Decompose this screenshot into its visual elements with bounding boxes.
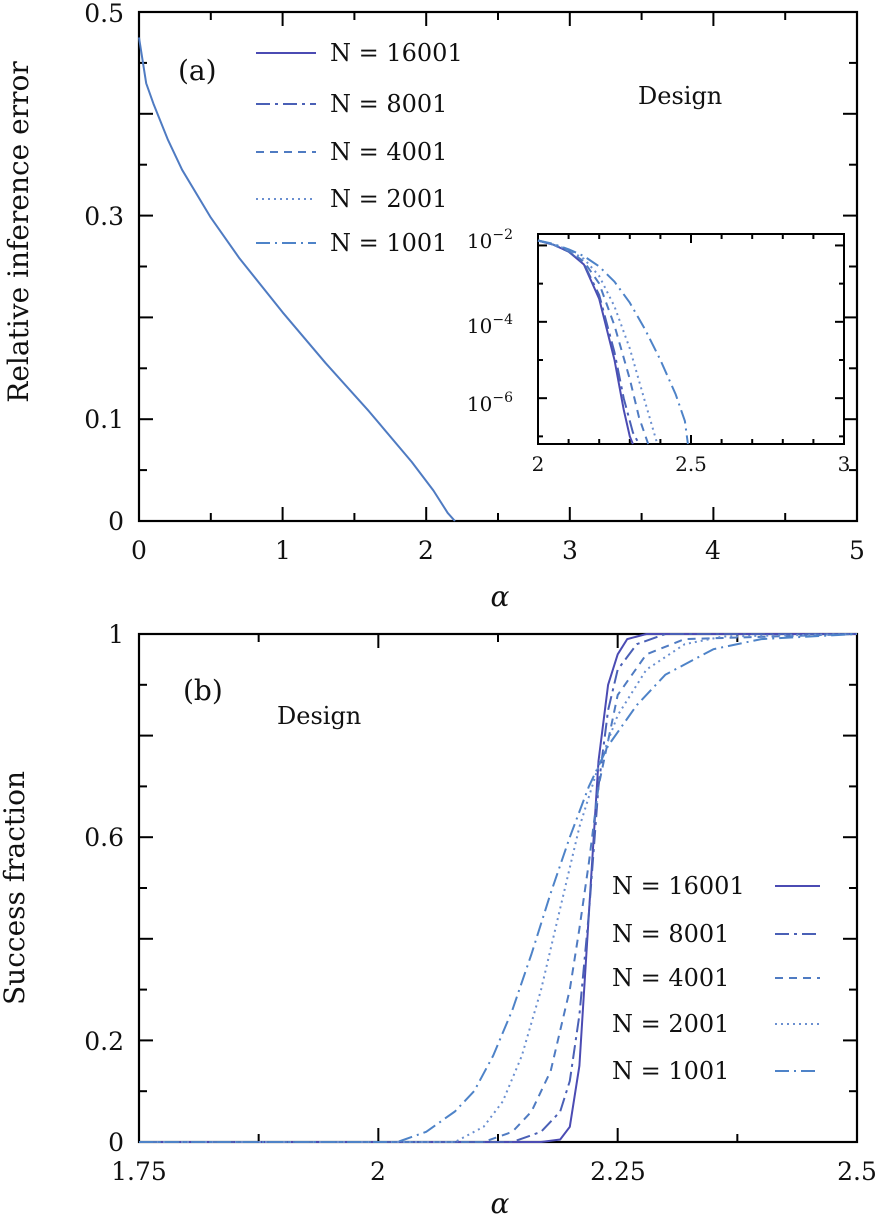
b-xlabel: α xyxy=(491,1187,510,1220)
b-success-curve xyxy=(139,633,857,1143)
a-xtick-label: 1 xyxy=(275,536,291,565)
panel-b-curves xyxy=(139,633,858,1143)
b-success-curve xyxy=(139,633,858,1143)
panel-a: 0 1 2 3 4 5 0 0.1 0.3 0.5 α Relative inf… xyxy=(2,0,865,613)
b-success-curve xyxy=(139,633,858,1143)
panel-b: 1.75 2 2.25 2.5 0 0.2 0.6 1 α Success fr… xyxy=(0,620,877,1220)
inset-ytick-exponent: −2 xyxy=(492,227,513,243)
b-legend-label: N = 2001 xyxy=(612,1010,729,1038)
a-xtick-label: 3 xyxy=(562,536,578,565)
a-legend-label: N = 8001 xyxy=(330,90,447,118)
b-ytick-label: 0.2 xyxy=(84,1027,124,1056)
b-xtick-label: 2.5 xyxy=(837,1157,877,1186)
inset-ytick-exponent: −4 xyxy=(492,312,513,328)
b-xtick-label: 2.25 xyxy=(590,1157,646,1186)
inset-xtick-label: 3 xyxy=(838,452,851,476)
panel-a-curves xyxy=(138,37,456,522)
b-ytick-label: 0 xyxy=(108,1128,124,1157)
b-success-curve xyxy=(139,633,857,1143)
a-panel-tag: (a) xyxy=(178,54,217,87)
a-ylabel: Relative inference error xyxy=(2,61,35,403)
inset-ytick-exponent: −6 xyxy=(492,390,513,406)
b-legend-label: N = 1001 xyxy=(612,1057,729,1085)
panel-a-inset: 2 2.5 3 10−2 10−4 10−6 xyxy=(467,227,850,476)
a-ytick-label: 0.1 xyxy=(84,405,124,434)
inset-ytick-base: 10 xyxy=(467,314,492,338)
inset-curve xyxy=(537,239,689,445)
b-legend-label: N = 4001 xyxy=(612,964,729,992)
b-ytick-label: 1 xyxy=(108,620,124,649)
b-panel-tag: (b) xyxy=(183,674,223,707)
b-legend-label: N = 16001 xyxy=(612,872,745,900)
panel-b-frame xyxy=(137,632,859,1144)
a-error-curve xyxy=(138,37,456,522)
inset-ytick-label: 10−4 xyxy=(467,312,513,338)
inset-curve xyxy=(537,239,659,445)
a-legend-label: N = 2001 xyxy=(330,185,447,213)
inset-ytick-base: 10 xyxy=(467,392,492,416)
a-xtick-label: 4 xyxy=(705,536,721,565)
inset-xtick-label: 2 xyxy=(532,452,545,476)
a-legend-label: N = 4001 xyxy=(330,138,447,166)
a-xtick-label: 0 xyxy=(131,536,147,565)
inset-ytick-label: 10−6 xyxy=(467,390,513,416)
inset-curves xyxy=(537,239,689,445)
b-ylabel: Success fraction xyxy=(0,771,31,1005)
b-ytick-label: 0.6 xyxy=(84,823,124,852)
a-xtick-label: 2 xyxy=(418,536,434,565)
a-annotation: Design xyxy=(638,82,722,110)
b-xtick-label: 1.75 xyxy=(111,1157,167,1186)
b-success-curve xyxy=(139,633,858,1143)
b-legend: N = 16001 N = 8001 N = 4001 N = 2001 N =… xyxy=(612,872,820,1085)
a-legend: N = 16001 N = 8001 N = 4001 N = 2001 N =… xyxy=(256,39,463,257)
a-legend-label: N = 1001 xyxy=(330,229,447,257)
inset-ytick-base: 10 xyxy=(467,229,492,253)
a-ytick-label: 0 xyxy=(108,507,124,536)
inset-ytick-label: 10−2 xyxy=(467,227,513,253)
inset-xtick-label: 2.5 xyxy=(675,452,707,476)
a-xtick-label: 5 xyxy=(849,536,865,565)
panel-b-ticks xyxy=(138,633,858,1143)
a-xlabel: α xyxy=(491,580,510,613)
a-legend-label: N = 16001 xyxy=(330,39,463,67)
b-legend-label: N = 8001 xyxy=(612,920,729,948)
a-ytick-label: 0.3 xyxy=(84,202,124,231)
b-annotation: Design xyxy=(277,702,361,730)
inset-curve xyxy=(537,239,650,445)
panel-a-ticks xyxy=(138,11,858,522)
a-ytick-label: 0.5 xyxy=(84,0,124,28)
b-xtick-label: 2 xyxy=(370,1157,386,1186)
